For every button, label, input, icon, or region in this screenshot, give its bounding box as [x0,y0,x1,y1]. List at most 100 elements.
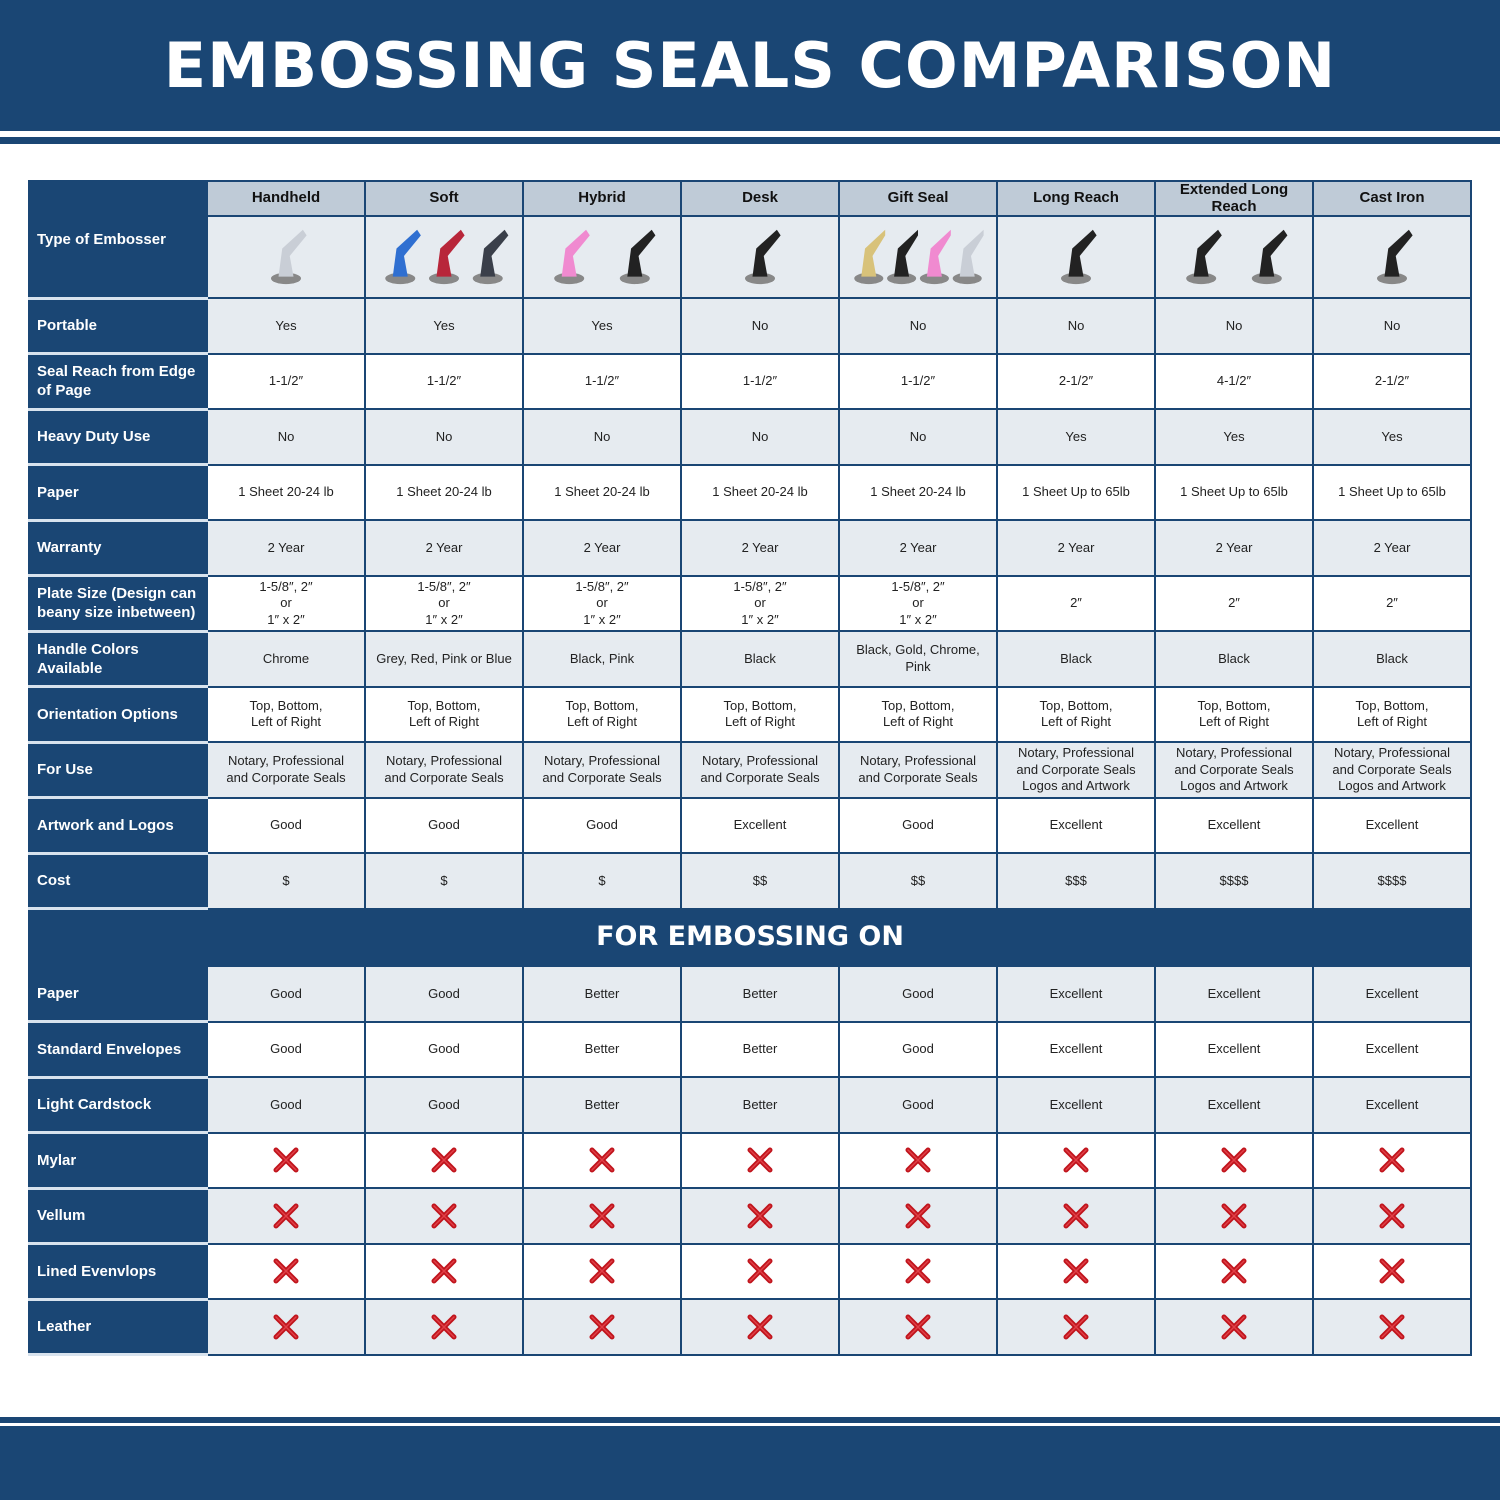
table-cell: Black [1312,630,1472,688]
cell-not-supported [1154,1242,1314,1300]
embosser-shape [1377,229,1413,284]
x-icon [1221,1147,1247,1173]
table-cell: No [206,408,366,466]
row-label: Handle Colors Available [28,630,208,688]
table-cell: $$ [838,852,998,910]
table-cell: Excellent [1154,1020,1314,1078]
table-cell: Notary, Professional and Corporate Seals [680,741,840,799]
cell-not-supported [996,1187,1156,1245]
row-label: Portable [28,297,208,355]
table-cell: $ [364,852,524,910]
table-cell: Notary, Professional and Corporate Seals [364,741,524,799]
table-cell: Grey, Red, Pink or Blue [364,630,524,688]
cell-not-supported [680,1187,840,1245]
cell-not-supported [522,1242,682,1300]
x-icon [431,1147,457,1173]
table-cell: No [364,408,524,466]
table-cell: No [1154,297,1314,355]
table-cell: 2 Year [1312,519,1472,577]
x-icon [589,1147,615,1173]
cell-not-supported [364,1242,524,1300]
table-cell: Yes [1312,408,1472,466]
embosser-image [745,229,781,284]
table-cell: Black, Gold, Chrome, Pink [838,630,998,688]
row-label: Artwork and Logos [28,796,208,855]
table-cell: 1-5/8″, 2″ or 1″ x 2″ [838,574,998,632]
table-cell: 4-1/2″ [1154,352,1314,410]
x-icon [1379,1203,1405,1229]
table-cell: 1 Sheet 20-24 lb [680,463,840,521]
table-row: Leather [28,1298,1472,1356]
page-title: EMBOSSING SEALS COMPARISON [163,29,1337,102]
table-row: Seal Reach from Edge of Page 1-1/2″ 1-1/2″… [28,352,1472,411]
table-cell: Excellent [1312,796,1472,854]
x-icon [1063,1314,1089,1340]
table-cell: Good [206,1020,366,1078]
table-cell: Top, Bottom, Left of Right [206,685,366,743]
table-row: Cost $ $ $ $$ $$ $$$ $$$$ $$$$ [28,852,1472,910]
table-cell: Yes [522,297,682,355]
table-cell: Black [996,630,1156,688]
table-cell: 2 Year [838,519,998,577]
cell-not-supported [1312,1242,1472,1300]
x-icon [1221,1203,1247,1229]
cell-not-supported [364,1131,524,1189]
embosser-shape [745,229,781,284]
table-cell: Good [206,1076,366,1134]
table-cell: $ [522,852,682,910]
embosser-shape [854,229,886,284]
table-row: Paper Good Good Better Better Good Excellent Ex… [28,965,1472,1023]
comparison-table: Type of Embosser Handheld Soft Hybrid Desk Gi… [28,180,1472,1356]
column-header: Extended Long Reach [1154,180,1314,217]
row-label: Seal Reach from Edge of Page [28,352,208,411]
embosser-shape [1251,229,1288,284]
table-cell: $$$$ [1154,852,1314,910]
table-cell: 1-1/2″ [522,352,682,410]
section-header: FOR EMBOSSING ON [28,907,1472,967]
table-cell: $ [206,852,366,910]
table-cell: Black [680,630,840,688]
table-cell: Top, Bottom, Left of Right [364,685,524,743]
cell-not-supported [522,1187,682,1245]
x-icon [1221,1258,1247,1284]
table-row: Plate Size (Design can beany size inbetw… [28,574,1472,633]
cell-not-supported [1312,1187,1472,1245]
table-cell: 2″ [1154,574,1314,632]
footer-band [0,1426,1500,1500]
table-row: Paper 1 Sheet 20-24 lb 1 Sheet 20-24 lb 1 S… [28,463,1472,522]
table-cell: Top, Bottom, Left of Right [680,685,840,743]
table-cell: Excellent [1312,1020,1472,1078]
table-cell: 2 Year [1154,519,1314,577]
cell-not-supported [1154,1131,1314,1189]
x-icon [747,1314,773,1340]
table-cell: 1-1/2″ [680,352,840,410]
embosser-shape [472,229,509,284]
table-row: Artwork and Logos Good Good Good Excellent Go… [28,796,1472,855]
cell-not-supported [1154,1298,1314,1356]
x-icon [747,1258,773,1284]
embosser-shape [619,229,656,284]
product-image [522,215,682,299]
cell-not-supported [206,1298,366,1356]
row-label: Cost [28,852,208,910]
x-icon [1063,1203,1089,1229]
embosser-image [554,229,656,284]
embosser-image [385,229,509,284]
cell-not-supported [680,1131,840,1189]
cell-not-supported [838,1131,998,1189]
embosser-image [1186,229,1288,284]
table-cell: 1-5/8″, 2″ or 1″ x 2″ [680,574,840,632]
table-row: Mylar [28,1131,1472,1190]
table-row: Portable Yes Yes Yes No No No No No [28,297,1472,355]
cell-not-supported [838,1187,998,1245]
cell-not-supported [680,1298,840,1356]
table-cell: Good [522,796,682,854]
table-cell: Good [206,796,366,854]
title-banner: EMBOSSING SEALS COMPARISON [0,0,1500,131]
embosser-image [1377,229,1413,284]
table-cell: No [838,408,998,466]
cell-not-supported [522,1131,682,1189]
row-label: Orientation Options [28,685,208,744]
table-row: Light Cardstock Good Good Better Better Good E… [28,1076,1472,1134]
table-row: Lined Evenvlops [28,1242,1472,1301]
